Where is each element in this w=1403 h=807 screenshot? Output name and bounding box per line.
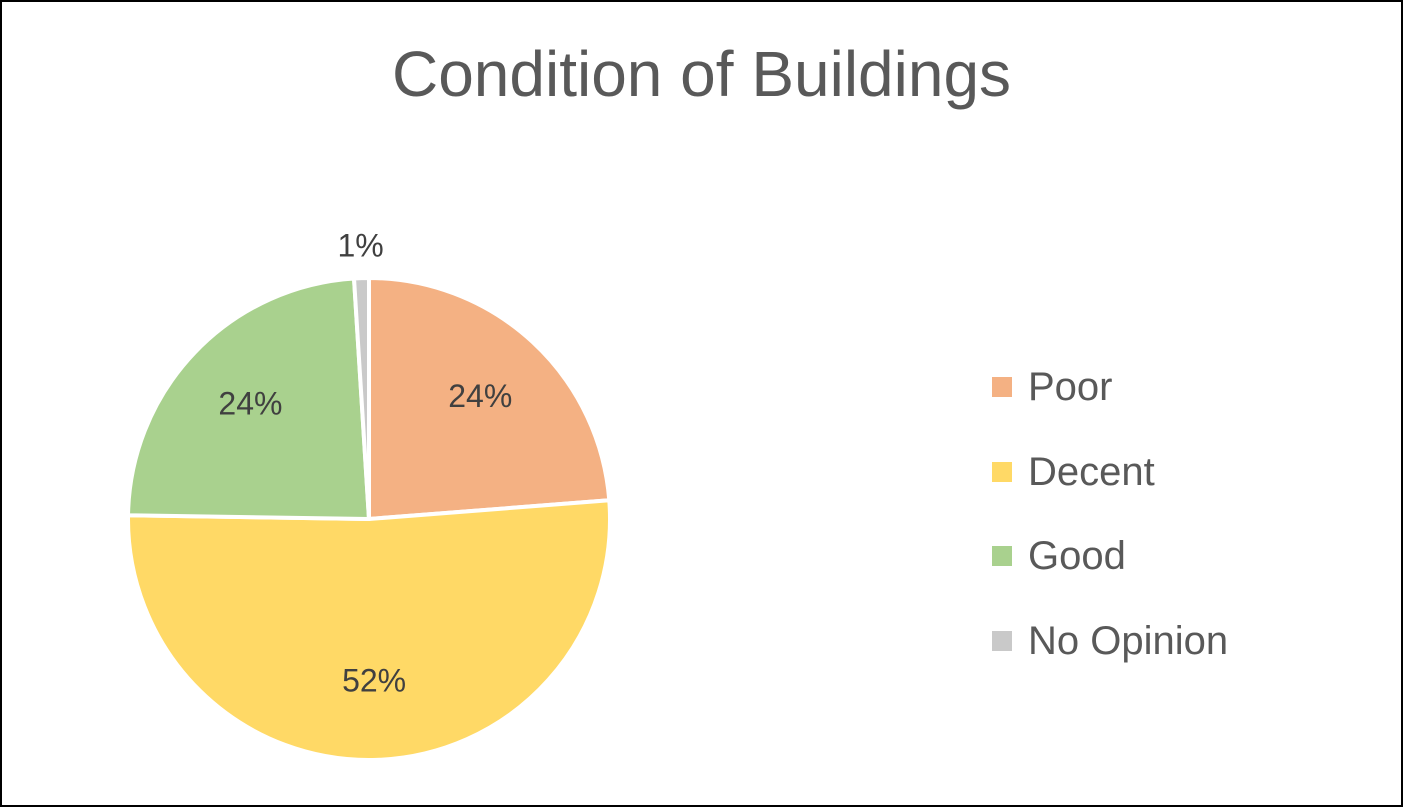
pie-slice-poor [367, 276, 612, 521]
legend-swatch-no-opinion [992, 630, 1012, 651]
legend-swatch-good [992, 546, 1012, 567]
legend-swatch-poor [992, 377, 1012, 398]
chart-legend: Poor Decent Good No Opinion [992, 345, 1228, 683]
legend-swatch-decent [992, 461, 1012, 482]
legend-label-poor: Poor [1028, 365, 1113, 410]
pie-slice-good [126, 276, 371, 521]
pie-slice-no-opinion [352, 276, 371, 521]
legend-label-decent: Decent [1028, 449, 1155, 494]
legend-label-no-opinion: No Opinion [1028, 618, 1229, 663]
legend-item-poor: Poor [992, 345, 1228, 430]
legend-label-good: Good [1028, 534, 1126, 579]
legend-item-no-opinion: No Opinion [992, 599, 1228, 684]
data-label-poor: 24% [448, 378, 512, 414]
data-label-no-opinion: 1% [337, 228, 383, 264]
data-label-good: 24% [218, 385, 282, 421]
legend-item-decent: Decent [992, 430, 1228, 515]
data-label-decent: 52% [342, 662, 406, 698]
pie-slice-decent [126, 498, 612, 762]
legend-item-good: Good [992, 514, 1228, 599]
chart-title: Condition of Buildings [391, 38, 1012, 110]
